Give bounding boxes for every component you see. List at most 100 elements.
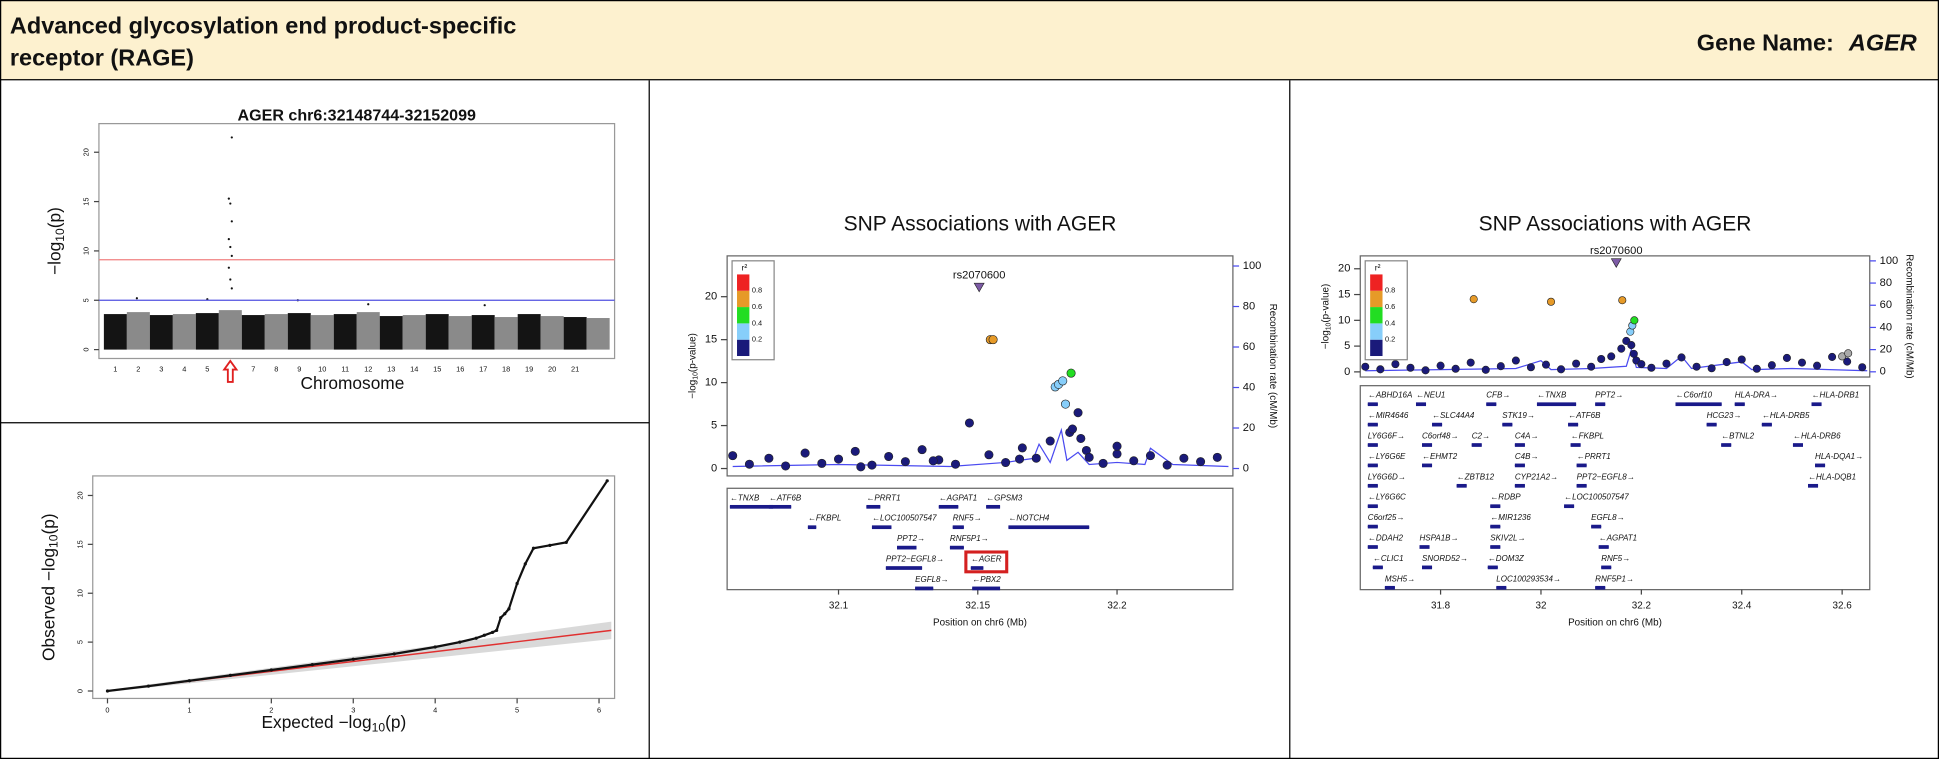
qq-point — [310, 662, 314, 667]
snp-point — [1662, 359, 1671, 368]
gene-body — [1811, 402, 1822, 407]
qq-point — [503, 612, 507, 616]
y-tick-label: 15 — [82, 197, 91, 205]
snp-point — [1406, 363, 1415, 372]
x-tick-label: 31.8 — [1431, 600, 1451, 611]
gene-body — [1384, 585, 1395, 590]
gene-body — [866, 504, 881, 509]
peak-point — [230, 136, 233, 139]
qq-point — [507, 607, 511, 611]
snp-point — [1707, 364, 1716, 373]
chromosome-band — [563, 317, 587, 350]
gene-body — [972, 586, 1001, 591]
snp-point — [1067, 424, 1077, 434]
y2-axis-label: Recombination rate (cM/Mb) — [1267, 304, 1278, 429]
gene-body — [1367, 524, 1378, 529]
axis-label-part: −log — [44, 242, 64, 275]
gene-label: Gene Name: — [1697, 30, 1834, 56]
x-tick-label: 13 — [387, 365, 395, 374]
qq-point — [269, 668, 273, 672]
chromosome-band — [356, 312, 380, 350]
chromosome-band — [425, 314, 449, 350]
legend-tick-label: 0.2 — [1385, 335, 1395, 344]
snp-point — [900, 457, 910, 467]
legend-swatch — [1370, 307, 1383, 324]
axis-label: −log10(p) — [44, 207, 67, 275]
y-tick-label: 20 — [82, 148, 91, 156]
gene-body — [1490, 545, 1501, 549]
gene-label: HLA-DRA→ — [1735, 391, 1778, 400]
chromosome-band — [379, 316, 403, 350]
snp-point — [744, 459, 754, 469]
legend-tick-label: 0.4 — [752, 318, 762, 327]
snp-point — [781, 461, 791, 471]
y-tick-label: 5 — [82, 298, 91, 302]
gene-body — [1486, 402, 1497, 407]
x-tick-label: 10 — [318, 365, 326, 374]
gene-body — [1815, 463, 1826, 468]
x-tick-label: 17 — [479, 365, 487, 374]
y-tick-label: 15 — [705, 334, 717, 346]
snp-point — [800, 448, 810, 458]
axis-label-sub: 10 — [47, 534, 61, 548]
snp-point — [964, 418, 974, 428]
lead-snp — [973, 282, 985, 293]
gene-label: ←BTNL2 — [1721, 431, 1755, 440]
y2-tick-label: 20 — [1243, 422, 1255, 434]
qq-point — [187, 679, 192, 683]
chromosome-band — [264, 314, 288, 350]
qq-point — [531, 546, 536, 550]
snp-point — [1436, 361, 1445, 370]
qq-point — [515, 581, 519, 586]
snp-point — [817, 458, 827, 468]
x-tick-label: 3 — [351, 706, 355, 715]
y-tick-label: 5 — [1344, 340, 1350, 352]
gene-body — [1568, 422, 1579, 427]
snp-point — [1015, 454, 1025, 464]
x-tick-label: 0 — [105, 706, 109, 715]
legend-tick-label: 0.8 — [1385, 286, 1395, 295]
snp-point — [850, 446, 860, 456]
snp-point — [1692, 362, 1701, 371]
gene-body — [1456, 483, 1467, 488]
gene-label: ←NOTCH4 — [1008, 514, 1050, 523]
snp-point — [1546, 297, 1556, 306]
gene-body — [1536, 402, 1577, 407]
y-tick-label: 20 — [1338, 263, 1350, 275]
snp-point — [950, 459, 961, 469]
gene-body — [1570, 443, 1581, 447]
peak-point — [135, 297, 138, 300]
gene-highlight — [964, 550, 1009, 574]
axis-label: Observed −log10(p) — [38, 513, 61, 661]
snp-point — [1001, 458, 1011, 468]
legend-tick-label: 0.6 — [1385, 302, 1395, 311]
gene-label: ←DOM3Z — [1488, 554, 1525, 563]
x-tick-label: 32.2 — [1632, 600, 1651, 611]
peak-point — [227, 266, 230, 269]
gene-label: STK19→ — [1502, 411, 1535, 420]
y-tick-label: 0 — [1344, 366, 1350, 378]
gene-label: SNORD52→ — [1422, 554, 1468, 563]
snp-point — [1617, 344, 1626, 353]
gene-body — [1502, 422, 1513, 427]
snp-point — [856, 462, 866, 472]
gene-label: C4A→ — [1515, 431, 1539, 440]
gene-body — [1419, 545, 1430, 549]
gene-body — [1514, 463, 1525, 468]
x-tick-label: 16 — [456, 365, 464, 374]
axis-label-part: (p-value) — [1320, 284, 1331, 323]
snp-point — [1496, 362, 1505, 371]
gene-body — [1367, 463, 1378, 468]
legend-title: r² — [1375, 263, 1381, 273]
gene-label: ←LY6G6E — [1368, 452, 1406, 461]
x-tick-label: 14 — [410, 365, 418, 374]
snp-point — [1637, 360, 1646, 369]
gene-body — [1564, 504, 1575, 509]
highlight-arrow — [222, 359, 239, 383]
y-tick-label: 10 — [1338, 314, 1350, 326]
gene-body — [871, 525, 892, 530]
legend-swatch — [1370, 339, 1383, 357]
snp-point — [1627, 341, 1636, 350]
gene-body — [1367, 443, 1378, 447]
gene-label: ←RDBP — [1490, 493, 1521, 502]
